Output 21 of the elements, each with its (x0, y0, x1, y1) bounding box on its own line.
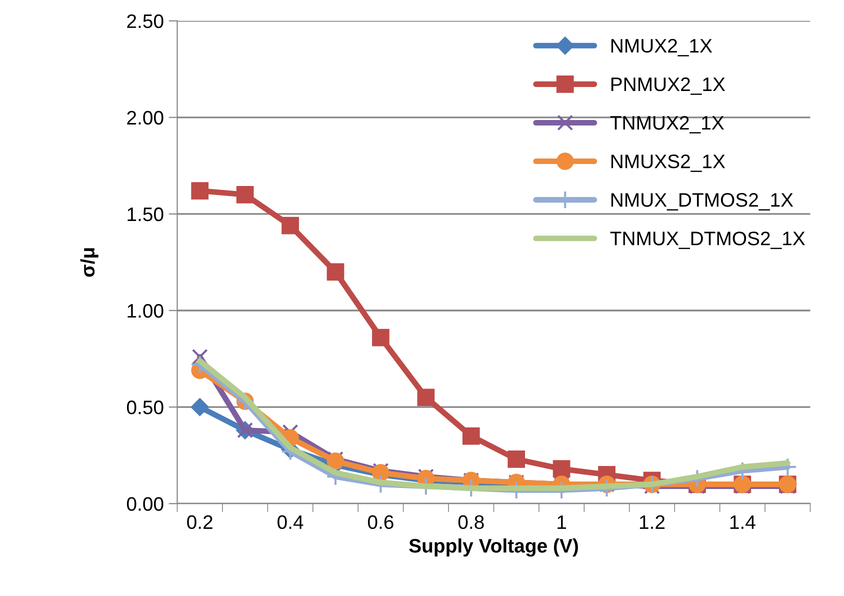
legend-label: PNMUX2_1X (611, 77, 726, 95)
legend-label: NMUXS2_1X (611, 154, 726, 172)
y-tick-label: 0.00 (126, 497, 164, 511)
x-tick-label: 1.2 (640, 515, 665, 529)
legend-label: TNMUX2_1X (610, 116, 724, 134)
legend-label: TNMUX_DTMOS2_1X (610, 232, 805, 250)
x-tick-label: 1.4 (730, 515, 756, 529)
x-tick-label: 1 (558, 515, 566, 529)
x-tick-label: 0.2 (187, 515, 212, 530)
legend-label: NMUX2_1X (611, 38, 712, 56)
y-tick-label: 0.50 (126, 400, 164, 414)
y-tick-label: 1.50 (128, 207, 164, 222)
x-axis-title: Supply Voltage (V) (409, 538, 578, 557)
x-tick-label: 0.8 (458, 515, 484, 530)
x-tick-label: 0.4 (278, 515, 304, 530)
y-tick-label: 1.00 (128, 304, 164, 318)
x-tick-label: 0.6 (368, 515, 394, 530)
y-tick-label: 2.50 (127, 14, 164, 28)
y-tick-label: 2.00 (127, 110, 164, 125)
y-axis-title: σ/μ (80, 248, 98, 277)
legend-label: NMUX_DTMOS2_1X (611, 193, 794, 210)
